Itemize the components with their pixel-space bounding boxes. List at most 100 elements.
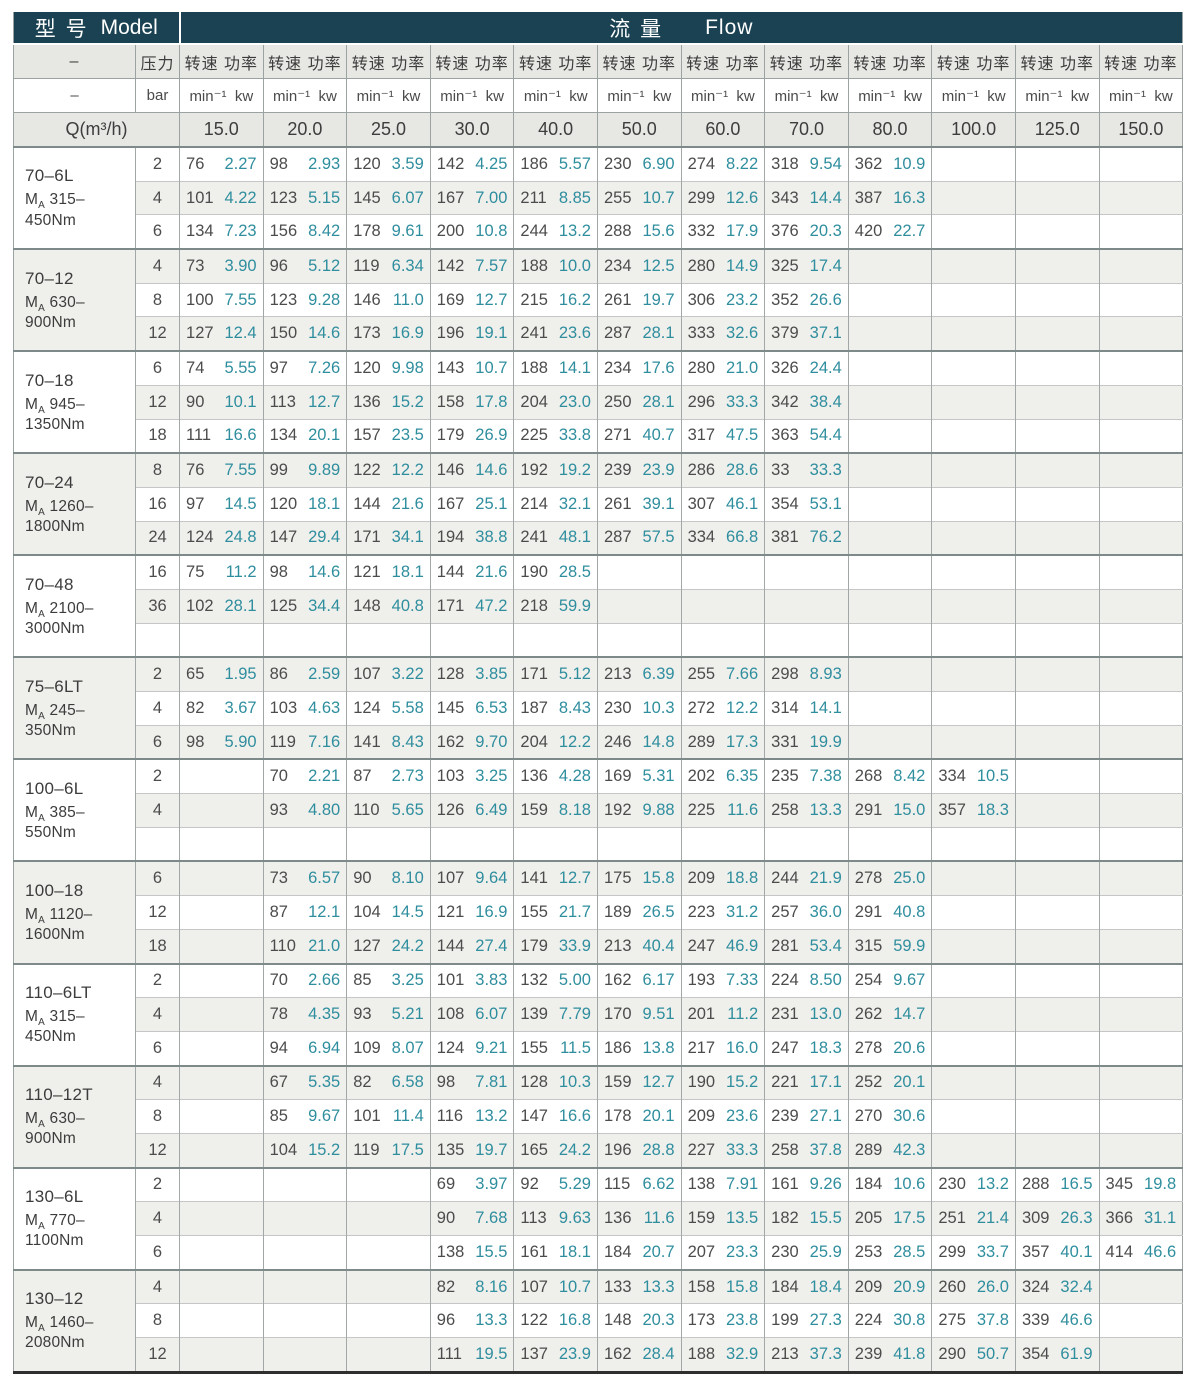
data-cell: 363 54.4 [764,418,849,454]
table-row: 8 85 9.67 101 11.4 116 13.2 147 16.6 178 20.1 209 23… [14,1099,1183,1134]
data-cell [931,588,1016,624]
data-cell: 262 14.7 [847,997,932,1032]
speed-value: 159 [687,1209,716,1228]
power-value: 21.4 [976,1209,1009,1228]
data-cell [764,826,849,862]
power-value: 8.93 [809,665,842,684]
speed-value: 225 [687,800,716,819]
data-cell: 101 4.22 [179,180,264,215]
model-torque: MA 1120–1600Nm [25,905,93,944]
speed-power-header: 转速 功率 [931,44,1016,79]
speed-value: 110 [269,936,296,955]
data-cell: 100 7.55 [179,282,264,317]
data-cell: 165 24.2 [513,1132,598,1168]
pressure-cell: 12 [134,1337,180,1373]
power-value: 26.5 [642,902,675,921]
data-cell: 287 28.1 [596,316,682,352]
power-value: 23.6 [558,324,591,343]
data-cell: 376 20.3 [764,214,849,250]
speed-power-header: 转速 功率 [680,44,765,79]
data-cell: 241 23.6 [513,316,598,352]
power-value: 16.6 [224,426,257,445]
speed-value: 93 [269,800,288,819]
power-value: 37.1 [809,324,842,343]
data-cell [262,622,347,658]
data-cell: 121 18.1 [346,554,431,590]
speed-value: 101 [186,188,214,207]
data-cell: 96 5.12 [262,248,347,284]
power-value: 18.1 [558,1242,591,1261]
data-cell [1014,860,1100,896]
speed-value: 145 [353,188,381,207]
power-value: 6.90 [642,154,675,173]
data-cell [346,622,431,658]
power-value: 4.25 [475,154,508,173]
data-cell: 280 21.0 [680,350,765,386]
power-value: 20.1 [893,1073,926,1092]
speed-value: 111 [186,426,212,445]
data-cell: 230 13.2 [931,1166,1016,1202]
speed-value: 291 [854,800,883,819]
speed-value: 122 [520,1311,548,1330]
power-value: 8.10 [391,869,424,888]
power-value: 10.7 [475,358,508,377]
speed-value: 214 [520,494,548,513]
data-cell [847,384,932,419]
data-cell: 190 28.5 [513,554,598,590]
speed-value: 150 [269,324,298,343]
data-cell [1098,860,1183,896]
data-cell [931,418,1016,454]
speed-value: 324 [1021,1277,1050,1296]
pressure-cell: 4 [134,997,180,1032]
data-cell: 274 8.22 [680,145,765,182]
data-cell: 272 12.2 [680,691,765,726]
power-value: 28.8 [642,1140,675,1159]
speed-value: 132 [520,971,548,990]
speed-value: 78 [269,1005,288,1024]
power-value: 16.8 [558,1311,591,1330]
data-cell [1014,316,1100,352]
speed-value: 103 [269,698,298,717]
speed-value: 138 [436,1242,465,1261]
data-cell: 189 26.5 [596,895,682,930]
speed-value: 179 [520,936,548,955]
power-value: 39.1 [642,494,675,513]
data-cell [1014,350,1100,386]
power-value: 23.5 [391,426,424,445]
power-value: 28.5 [893,1242,926,1261]
data-cell [1014,486,1100,522]
data-cell: 98 14.6 [262,554,347,590]
power-value: 13.2 [475,1107,508,1126]
speed-value: 128 [436,665,465,684]
data-cell [931,180,1016,215]
model-cell: 75–6LT MA 245–350Nm [13,656,136,760]
data-cell: 135 19.7 [429,1132,514,1168]
speed-value: 209 [687,1107,716,1126]
data-cell: 69 3.97 [429,1166,514,1202]
speed-value: 148 [353,596,381,615]
data-cell: 192 19.2 [513,452,598,488]
data-cell: 213 37.3 [764,1337,849,1373]
data-cell [596,826,682,862]
power-value: 14.8 [642,732,675,751]
data-cell: 251 21.4 [931,1201,1016,1236]
power-value: 21.6 [475,563,508,582]
power-value: 9.54 [809,154,842,173]
model-cell: 70–24 MA 1260–1800Nm [13,452,136,556]
data-cell: 211 8.85 [513,180,598,215]
data-cell [1014,248,1100,284]
data-cell [262,1303,347,1338]
data-cell: 178 20.1 [596,1099,682,1134]
power-value: 20.1 [308,426,341,445]
speed-value: 161 [520,1242,548,1261]
speed-value: 120 [353,358,381,377]
speed-value: 207 [687,1242,716,1261]
data-cell: 204 12.2 [513,724,598,760]
model-name: 70–48 [25,574,74,594]
data-cell [1098,418,1183,454]
data-cell: 109 8.07 [346,1030,431,1066]
power-value: 7.57 [475,256,508,275]
data-cell: 107 3.22 [346,656,431,692]
data-cell [1098,793,1183,828]
data-cell: 86 2.59 [262,656,347,692]
